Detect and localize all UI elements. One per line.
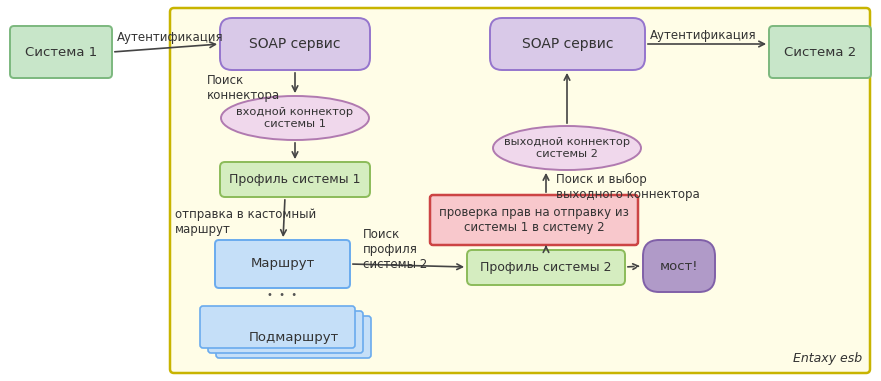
FancyBboxPatch shape	[208, 311, 363, 353]
Ellipse shape	[493, 126, 641, 170]
FancyBboxPatch shape	[200, 306, 355, 348]
Text: мост!: мост!	[660, 259, 699, 272]
FancyBboxPatch shape	[467, 250, 625, 285]
Text: Подмаршрут: Подмаршрут	[248, 330, 338, 344]
Text: отправка в кастомный
маршрут: отправка в кастомный маршрут	[175, 208, 316, 236]
FancyBboxPatch shape	[430, 195, 638, 245]
Text: SOAP сервис: SOAP сервис	[249, 37, 341, 51]
Text: Аутентификация: Аутентификация	[117, 32, 224, 45]
Text: Профиль системы 2: Профиль системы 2	[480, 261, 611, 274]
Text: Маршрут: Маршрут	[250, 258, 315, 271]
Text: •  •  •: • • •	[268, 290, 298, 300]
Text: проверка прав на отправку из
системы 1 в систему 2: проверка прав на отправку из системы 1 в…	[439, 206, 629, 234]
Text: Entaxy esb: Entaxy esb	[793, 352, 862, 365]
Text: Поиск
коннектора: Поиск коннектора	[207, 74, 280, 102]
Ellipse shape	[221, 96, 369, 140]
Text: Профиль системы 1: Профиль системы 1	[229, 173, 360, 186]
Text: Система 2: Система 2	[784, 45, 856, 59]
Text: Поиск
профиля
системы 2: Поиск профиля системы 2	[363, 227, 427, 271]
Text: выходной коннектор
системы 2: выходной коннектор системы 2	[504, 137, 630, 159]
FancyBboxPatch shape	[769, 26, 871, 78]
FancyBboxPatch shape	[215, 240, 350, 288]
FancyBboxPatch shape	[643, 240, 715, 292]
Text: Поиск и выбор
выходного коннектора: Поиск и выбор выходного коннектора	[556, 173, 700, 201]
Text: SOAP сервис: SOAP сервис	[522, 37, 613, 51]
FancyBboxPatch shape	[220, 18, 370, 70]
FancyBboxPatch shape	[490, 18, 645, 70]
Text: входной коннектор
системы 1: входной коннектор системы 1	[236, 107, 353, 129]
Text: Аутентификация: Аутентификация	[650, 29, 757, 43]
FancyBboxPatch shape	[220, 162, 370, 197]
FancyBboxPatch shape	[216, 316, 371, 358]
FancyBboxPatch shape	[170, 8, 870, 373]
Text: Система 1: Система 1	[25, 45, 97, 59]
FancyBboxPatch shape	[10, 26, 112, 78]
